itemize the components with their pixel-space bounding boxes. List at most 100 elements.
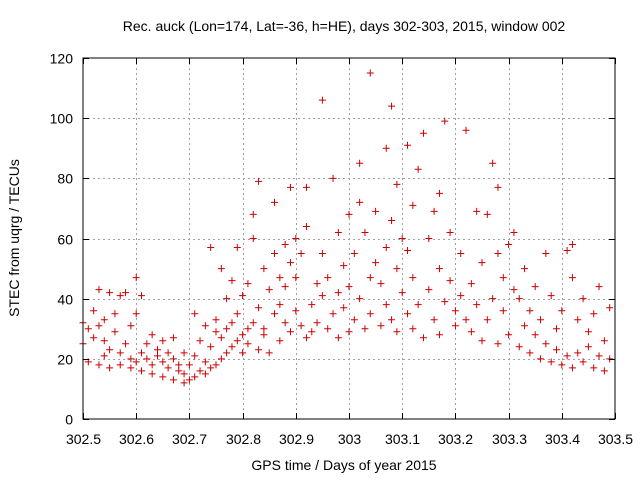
data-point [265,349,273,357]
data-point [457,250,465,258]
data-point [228,277,236,285]
data-point [244,340,252,348]
data-point [132,274,140,282]
data-point [122,340,130,348]
data-point [292,274,300,282]
data-point [276,274,284,282]
data-point [340,262,348,270]
data-point [153,346,161,354]
data-point [366,310,374,318]
data-point [494,183,502,191]
data-point [90,307,98,315]
data-point [180,379,188,387]
data-point [446,228,454,236]
data-point [340,304,348,312]
data-point [388,102,396,110]
data-point [404,310,412,318]
data-point [356,198,364,206]
data-point [191,310,199,318]
data-point [223,325,231,333]
grid-lines [83,58,615,419]
data-point [164,364,172,372]
data-point [324,274,332,282]
x-tick-label: 302.9 [279,431,314,447]
x-tick-label: 303.5 [598,431,633,447]
data-point [382,244,390,252]
data-point [499,307,507,315]
data-point [233,244,241,252]
data-point [558,361,566,369]
data-point [286,259,294,267]
data-point [414,301,422,309]
data-point [223,349,231,357]
y-tick-label: 0 [65,412,73,428]
data-point [467,328,475,336]
data-point [430,316,438,324]
data-point [244,325,252,333]
data-point [494,250,502,258]
data-point [95,286,103,294]
y-tick-label: 80 [57,171,73,187]
x-tick-label: 303.2 [438,431,473,447]
data-point [297,322,305,330]
data-point [217,355,225,363]
data-point [404,247,412,255]
data-point [138,367,146,375]
data-point [542,340,550,348]
data-point [515,295,523,303]
data-point [425,235,433,242]
data-point [334,228,342,236]
data-point [127,355,135,363]
data-point [180,349,188,357]
data-point [196,367,204,375]
data-point [568,364,576,372]
x-tick-label: 303.3 [492,431,527,447]
data-point [276,337,284,345]
y-tick-label: 60 [57,232,73,248]
data-point [409,201,417,209]
y-axis-label: STEC from uqrg / TECUs [6,159,22,317]
data-point [531,283,539,291]
data-point [388,316,396,324]
y-tick-label: 40 [57,292,73,308]
data-point [90,334,98,342]
data-point [398,289,406,297]
data-point [207,244,215,252]
data-point [435,265,443,273]
data-point [356,159,364,167]
data-point [478,259,486,267]
data-point [143,340,151,348]
data-point [106,364,114,372]
data-point [579,358,587,366]
data-point [388,216,396,224]
data-point [473,207,481,215]
data-point [180,370,188,378]
data-point [451,307,459,315]
data-point [281,319,289,327]
data-point [568,241,576,249]
data-point [595,283,603,291]
data-point [111,328,119,336]
data-point [568,274,576,282]
data-point [584,328,592,336]
data-point [271,310,279,318]
x-tick-label: 302.8 [226,431,261,447]
data-point [292,235,300,242]
data-point [132,310,140,318]
data-point [286,328,294,336]
y-tick-label: 120 [50,51,74,67]
data-point [313,319,321,327]
data-point [239,331,247,339]
data-point [377,280,385,288]
data-point [233,337,241,345]
data-point [100,316,108,324]
data-point [590,310,598,318]
data-point [185,361,193,369]
data-point [552,346,560,354]
data-point [116,361,124,369]
data-point [318,292,326,300]
data-point [100,352,108,360]
data-point [590,364,598,372]
data-point [558,307,566,315]
data-point [127,322,135,330]
